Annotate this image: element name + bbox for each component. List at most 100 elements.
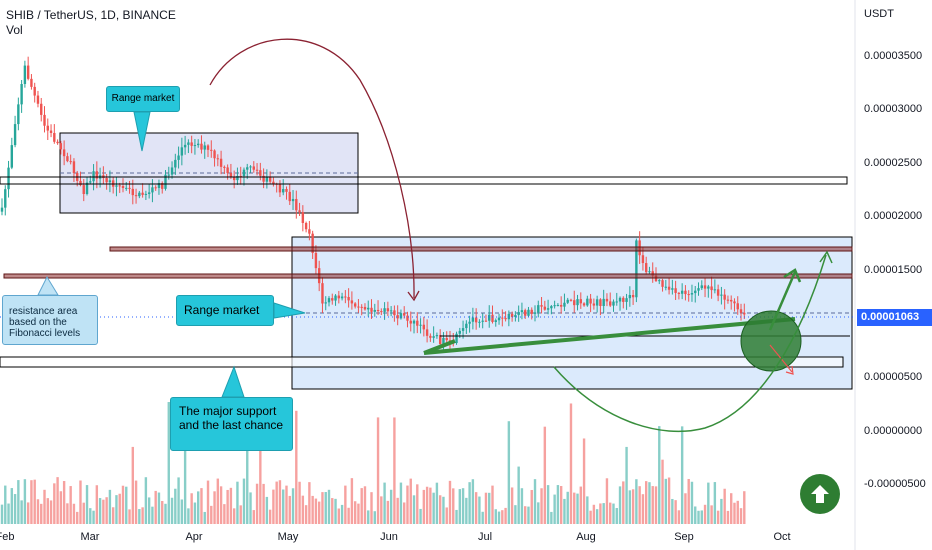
volume-bar	[527, 506, 530, 524]
candle-body	[59, 143, 63, 150]
volume-bar	[288, 495, 291, 524]
volume-bar	[59, 491, 63, 524]
candle-body	[386, 308, 390, 312]
volume-bar	[344, 485, 347, 524]
candle-body	[344, 296, 347, 298]
volume-bar	[154, 490, 157, 524]
candle-body	[0, 207, 4, 212]
candle-body	[694, 290, 697, 294]
candle-body	[730, 299, 733, 302]
candle-body	[229, 173, 233, 178]
candle-body	[13, 124, 17, 146]
candle-body	[134, 195, 138, 197]
range-market-callout-top[interactable]: Range market	[106, 86, 180, 112]
volume-bar	[232, 508, 236, 524]
volume-bar	[677, 510, 681, 524]
candle-body	[226, 167, 229, 174]
candle-body	[602, 298, 605, 307]
volume-bar	[563, 498, 566, 524]
volume-bar	[121, 485, 125, 524]
volume-bar	[26, 502, 30, 524]
candle-body	[455, 333, 458, 344]
volume-bar	[216, 478, 220, 524]
candle-body	[56, 141, 59, 144]
volume-bar	[540, 488, 543, 524]
candle-body	[396, 315, 399, 319]
volume-bar	[298, 481, 301, 524]
candle-body	[609, 301, 612, 306]
candle-body	[409, 320, 412, 324]
volume-bar	[713, 482, 717, 524]
candle-body	[262, 175, 265, 182]
candle-body	[236, 175, 239, 181]
volume-bar	[4, 485, 7, 524]
volume-bar	[177, 477, 180, 524]
volume-bar	[314, 498, 318, 524]
x-tick-label: Mar	[80, 531, 100, 543]
volume-label[interactable]: Vol	[6, 23, 23, 37]
volume-bar	[455, 509, 458, 524]
symbol-title[interactable]: SHIB / TetherUS, 1D, BINANCE	[6, 8, 176, 22]
volume-bar	[304, 505, 308, 524]
candle-body	[703, 285, 707, 289]
volume-bar	[687, 478, 690, 524]
candle-body	[422, 324, 426, 330]
volume-bar	[664, 478, 668, 524]
resistance-area-note[interactable]: resistance area based on the Fibonacci l…	[2, 295, 98, 345]
candle-body	[17, 104, 20, 125]
candle-body	[360, 306, 363, 308]
candle-body	[180, 147, 184, 156]
volume-bar	[275, 481, 278, 524]
candle-body	[438, 335, 442, 345]
candle-body	[85, 182, 89, 194]
volume-bar	[743, 491, 746, 524]
x-tick-label: Jul	[477, 531, 493, 543]
volume-bar	[595, 509, 599, 524]
volume-bar	[550, 511, 553, 524]
volume-bar	[671, 498, 674, 524]
curved-arrow	[209, 38, 415, 299]
volume-bar	[445, 507, 448, 524]
candle-body	[337, 295, 341, 299]
candle-body	[592, 303, 596, 306]
volume-bar	[537, 502, 540, 524]
volume-bar	[291, 488, 295, 524]
candle-body	[259, 170, 262, 176]
y-tick-label: 0.00001500	[864, 264, 923, 276]
candle-body	[573, 300, 576, 306]
volume-bar	[72, 503, 76, 524]
range-market-callout-bottom[interactable]: Range market	[176, 295, 274, 326]
callout-pointer	[273, 302, 306, 319]
candle-body	[468, 321, 471, 324]
volume-bar	[43, 489, 46, 524]
candle-body	[651, 271, 654, 276]
candle-body	[432, 336, 435, 338]
volume-bar	[295, 410, 298, 524]
candle-body	[589, 298, 592, 304]
volume-bar	[138, 509, 141, 524]
candle-body	[203, 145, 206, 150]
volume-bar	[128, 509, 131, 524]
candle-body	[579, 299, 582, 304]
candle-body	[92, 171, 95, 182]
volume-bar	[23, 479, 27, 524]
bounce-arrowhead	[783, 268, 802, 283]
candle-body	[282, 189, 285, 193]
volume-bar	[644, 481, 648, 524]
volume-bar	[622, 481, 625, 524]
candle-body	[690, 293, 694, 295]
major-support-callout[interactable]: The major support and the last chance	[170, 397, 293, 451]
candle-body	[219, 158, 223, 167]
volume-bar	[641, 494, 645, 524]
volume-bar	[586, 496, 589, 524]
candle-body	[403, 313, 406, 316]
candle-body	[30, 78, 33, 87]
candle-body	[635, 240, 638, 298]
candle-body	[537, 305, 540, 313]
volume-bar	[278, 480, 282, 524]
candle-body	[20, 84, 23, 105]
volume-bar	[46, 498, 49, 524]
candle-body	[465, 323, 468, 329]
arrow-up-circle-icon[interactable]	[800, 474, 840, 514]
